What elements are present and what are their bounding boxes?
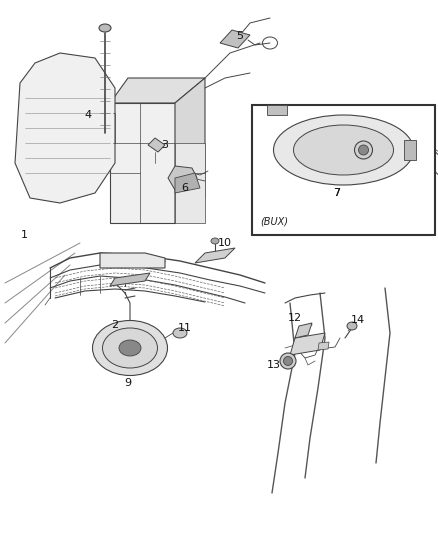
Ellipse shape (92, 320, 167, 376)
Polygon shape (110, 273, 150, 286)
Polygon shape (295, 323, 312, 338)
Text: 5: 5 (237, 31, 244, 41)
Polygon shape (195, 248, 235, 263)
Polygon shape (100, 253, 165, 268)
Polygon shape (175, 173, 200, 193)
Ellipse shape (347, 322, 357, 330)
Ellipse shape (293, 125, 393, 175)
Ellipse shape (119, 340, 141, 356)
Text: 4: 4 (85, 110, 92, 120)
Ellipse shape (354, 141, 372, 159)
Polygon shape (403, 140, 416, 160)
Bar (252, 105, 435, 235)
Text: 14: 14 (351, 315, 365, 325)
Ellipse shape (358, 145, 368, 155)
Text: 7: 7 (333, 188, 341, 198)
Ellipse shape (283, 357, 293, 366)
Text: 10: 10 (218, 238, 232, 248)
Text: 12: 12 (288, 313, 302, 323)
Polygon shape (220, 30, 250, 48)
Text: (BUX): (BUX) (260, 217, 288, 227)
Ellipse shape (211, 238, 219, 244)
Text: 2: 2 (111, 320, 119, 330)
Text: 11: 11 (178, 323, 192, 333)
Polygon shape (148, 138, 165, 152)
Polygon shape (110, 78, 205, 103)
Text: 9: 9 (124, 378, 131, 388)
Polygon shape (290, 333, 325, 355)
Polygon shape (110, 103, 175, 223)
Text: 3: 3 (162, 140, 169, 150)
Polygon shape (267, 105, 287, 115)
Ellipse shape (280, 353, 296, 369)
Ellipse shape (102, 328, 158, 368)
Ellipse shape (99, 24, 111, 32)
Polygon shape (175, 78, 205, 223)
Polygon shape (168, 166, 197, 190)
Polygon shape (15, 53, 115, 203)
Polygon shape (175, 143, 205, 223)
Polygon shape (318, 342, 329, 350)
Text: 1: 1 (21, 230, 28, 240)
Ellipse shape (173, 328, 187, 338)
Text: 7: 7 (333, 188, 341, 198)
Text: 13: 13 (267, 360, 281, 370)
Ellipse shape (273, 115, 413, 185)
Text: 6: 6 (181, 183, 188, 193)
